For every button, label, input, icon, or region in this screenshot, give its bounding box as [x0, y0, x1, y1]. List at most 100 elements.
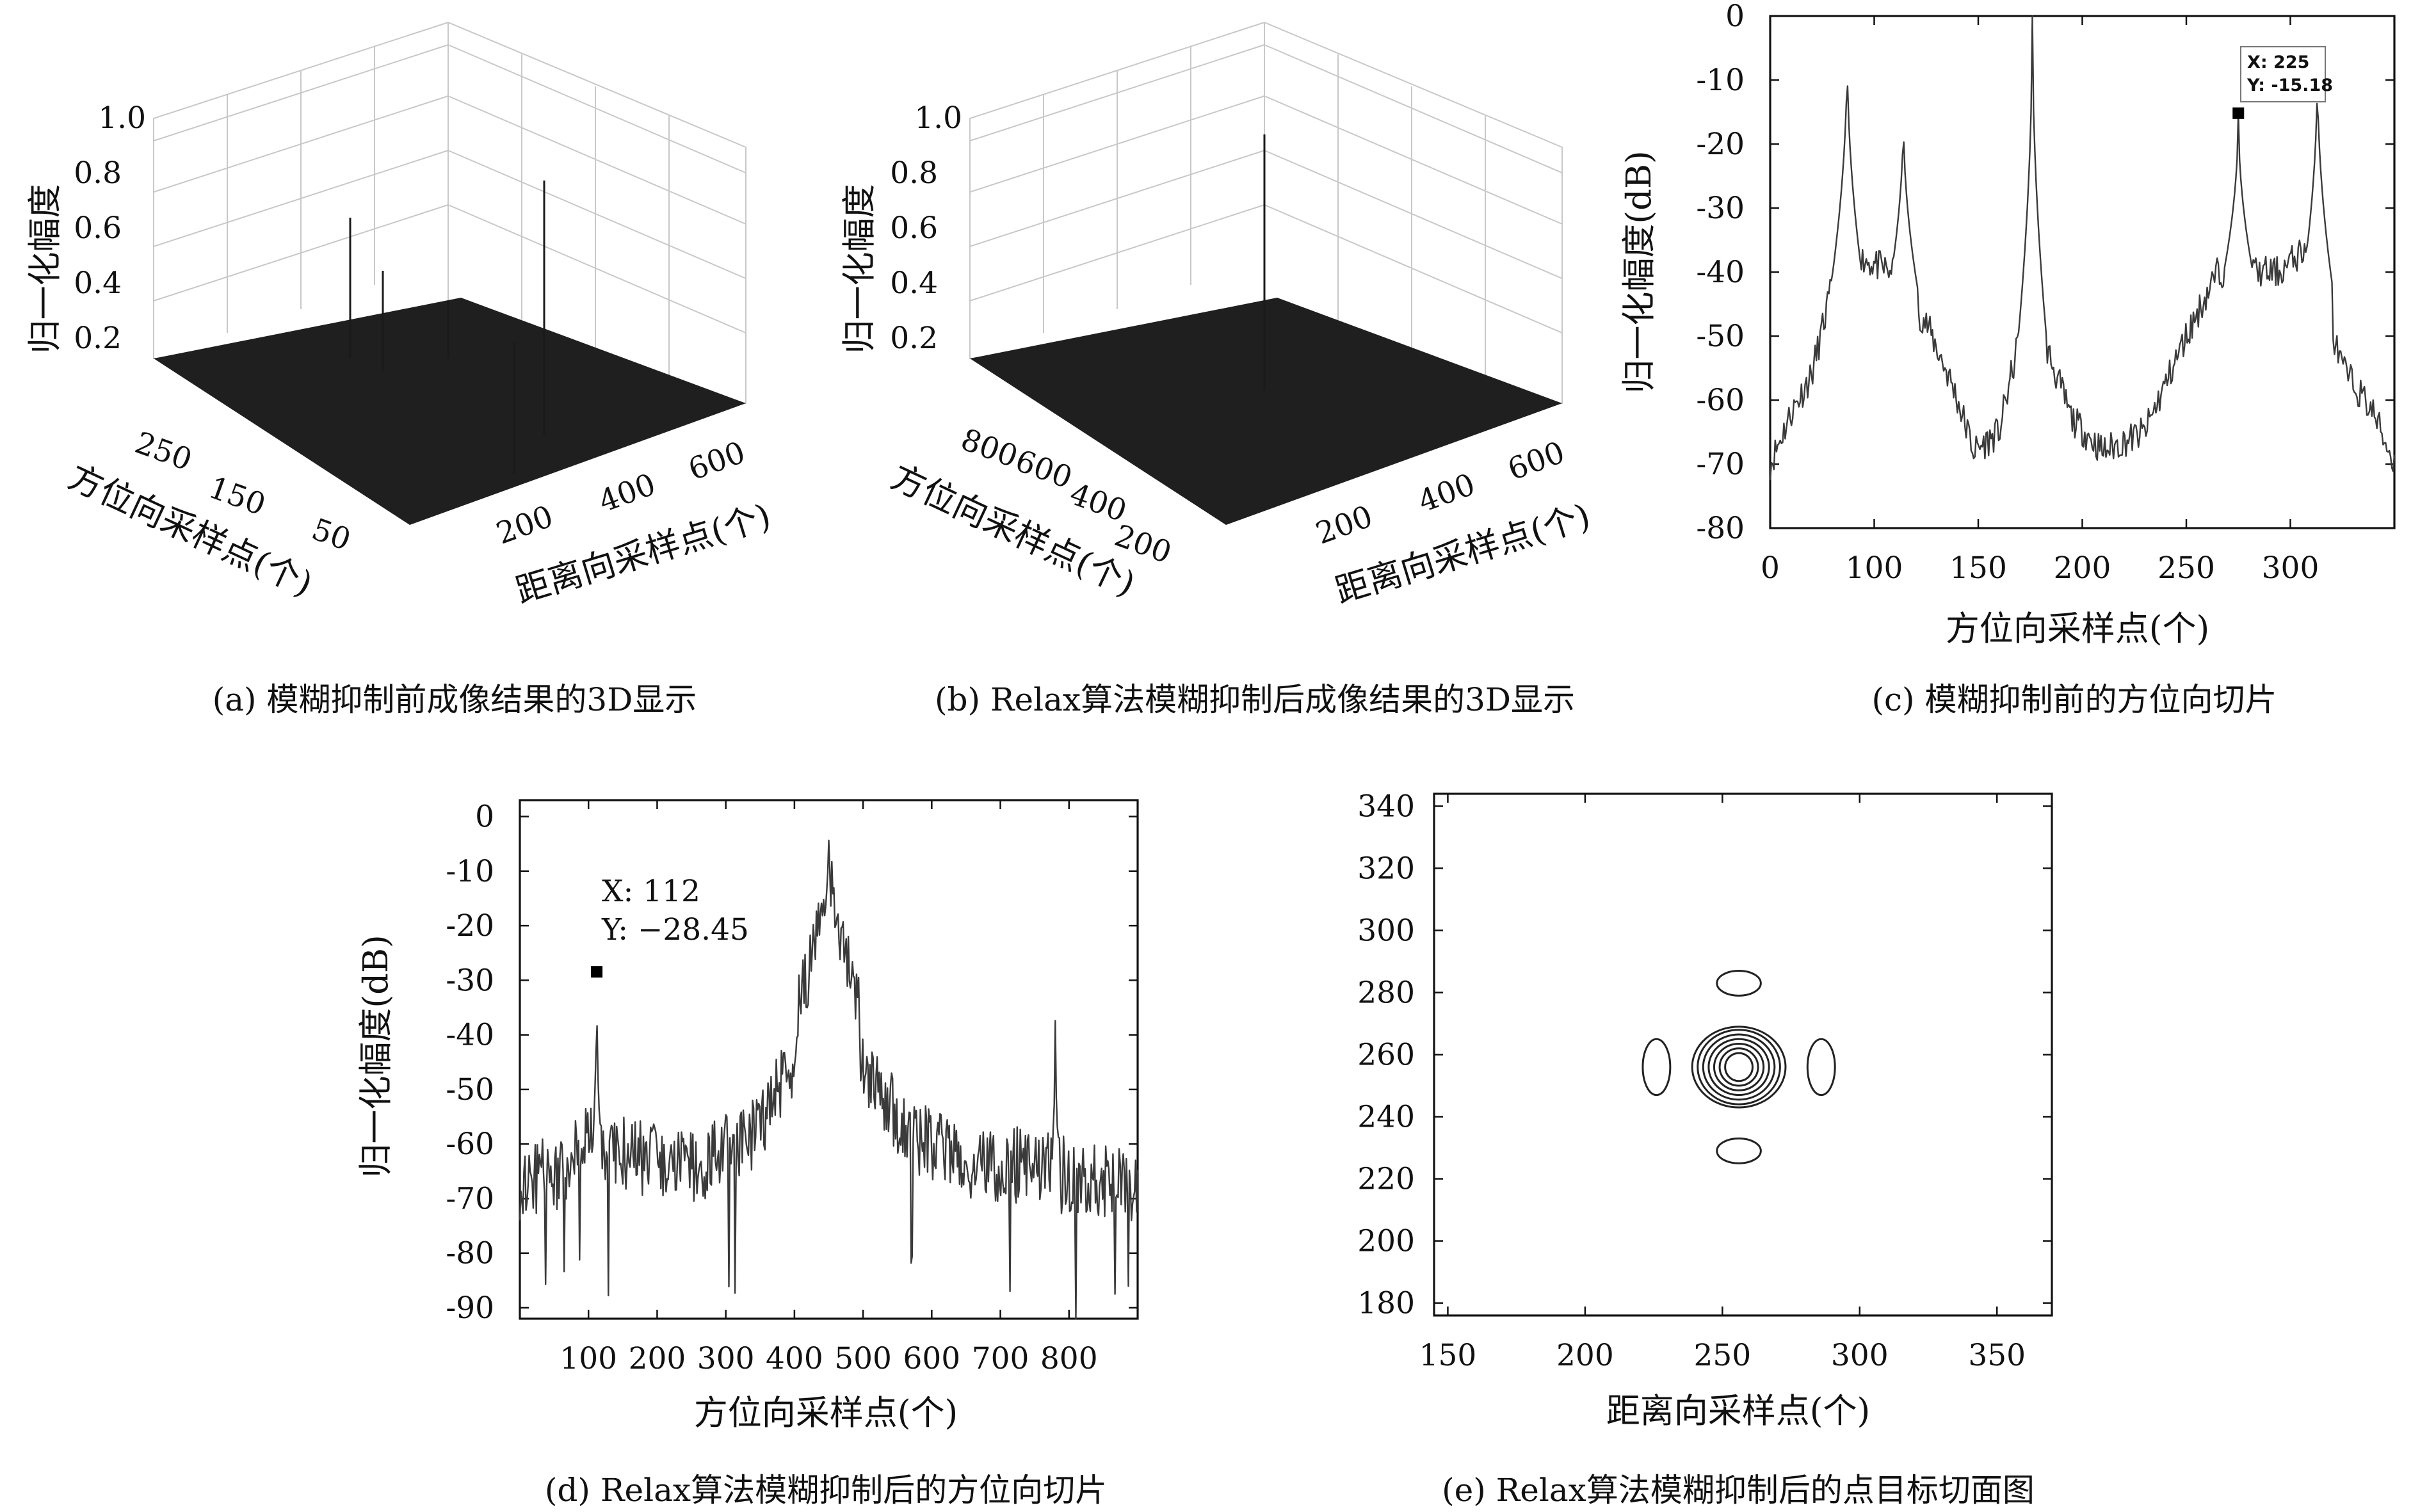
panel-c-datatip-y: Y: -15.18 — [2247, 76, 2333, 95]
sidelobe-contour — [1716, 1137, 1762, 1164]
panel-c-y-ticks: 0 -10 -20 -30 -40 -50 -60 -70 -80 — [1696, 0, 2394, 546]
panel-a-xtick: 200 — [492, 499, 558, 551]
panel-b-z-ticks: 1.0 0.8 0.6 0.4 0.2 — [890, 101, 962, 356]
panel-a-ztick: 0.2 — [74, 321, 122, 356]
ytick-label: 240 — [1357, 1100, 1415, 1135]
xtick-label: 250 — [1693, 1338, 1751, 1373]
xtick-label: 0 — [1761, 551, 1780, 586]
panel-a-ytick: 250 — [131, 425, 197, 478]
ytick-label: -50 — [446, 1072, 494, 1107]
ytick-label: -30 — [446, 963, 494, 998]
panel-a-ylabel: 方位向采样点(个) — [63, 457, 319, 604]
panel-c-x-ticks: 0 100 150 200 250 300 — [1761, 16, 2319, 586]
panel-e-y-ticks: 180 200 220 240 260 280 300 320 340 — [1357, 789, 2052, 1321]
ytick-label: -70 — [1696, 447, 1745, 482]
xtick-label: 600 — [903, 1341, 960, 1376]
contour-ring — [1713, 1043, 1765, 1091]
ytick-label: -80 — [1696, 511, 1745, 546]
ytick-label: 0 — [475, 800, 494, 835]
sidelobe-contour — [1806, 1038, 1836, 1097]
panel-d: 0 -10 -20 -30 -40 -50 -60 -70 -80 -90 100 200 300 40… — [357, 799, 1139, 1509]
ytick-label: -40 — [446, 1018, 494, 1053]
panel-a-z-ticks: 1.0 0.8 0.6 0.4 0.2 — [74, 101, 146, 356]
xtick-label: 300 — [2262, 551, 2319, 586]
panel-a: 1.0 0.8 0.6 0.4 0.2 归一化幅度 250 150 50 方位向… — [26, 21, 775, 718]
contour-ring — [1697, 1029, 1781, 1106]
panel-a-back-walls — [153, 21, 746, 405]
panel-b-zlabel: 归一化幅度 — [840, 184, 879, 354]
panel-d-datatip-y: Y: −28.45 — [601, 912, 749, 947]
ytick-label: -70 — [446, 1181, 494, 1216]
ytick-label: -60 — [446, 1127, 494, 1162]
panel-b-xtick: 200 — [1311, 499, 1377, 551]
panel-e-caption: (e) Relax算法模糊抑制后的点目标切面图 — [1442, 1472, 2035, 1509]
contour-ring — [1691, 1025, 1787, 1109]
xtick-label: 200 — [2054, 551, 2111, 586]
contour-ring — [1718, 1047, 1759, 1087]
xtick-label: 350 — [1968, 1338, 2026, 1373]
ytick-label: -90 — [446, 1291, 494, 1326]
ytick-label: -20 — [446, 908, 494, 944]
panel-c-ylabel: 归一化幅度(dB) — [1620, 150, 1659, 393]
panel-b-xtick: 400 — [1414, 467, 1480, 519]
panel-a-xtick: 600 — [684, 435, 750, 487]
panel-b-ylabel: 方位向采样点(个) — [885, 457, 1141, 604]
ytick-label: -60 — [1696, 383, 1745, 418]
ytick-label: 0 — [1725, 0, 1745, 34]
ytick-label: -80 — [446, 1236, 494, 1271]
panel-a-peaks — [349, 181, 545, 474]
panel-d-plot-frame — [519, 799, 1139, 1320]
panel-a-x-ticks: 200 400 600 — [492, 435, 750, 551]
panel-a-caption: (a) 模糊抑制前成像结果的3D显示 — [213, 681, 697, 718]
panel-e-xlabel: 距离向采样点(个) — [1606, 1392, 1870, 1431]
panel-b-ztick: 0.6 — [890, 211, 938, 246]
xtick-label: 400 — [766, 1341, 823, 1376]
panel-d-xlabel: 方位向采样点(个) — [694, 1394, 958, 1433]
panel-a-surface-floor — [154, 298, 746, 525]
panel-b-xtick: 600 — [1503, 435, 1569, 487]
panel-a-ztick: 1.0 — [98, 101, 146, 136]
panel-c-caption: (c) 模糊抑制前的方位向切片 — [1872, 681, 2277, 718]
panel-a-ytick: 50 — [307, 511, 355, 558]
ytick-label: 320 — [1357, 851, 1415, 886]
ytick-label: -50 — [1696, 319, 1745, 354]
ytick-label: 220 — [1357, 1162, 1415, 1197]
panel-b-ytick: 600 — [1011, 443, 1077, 495]
ytick-label: 260 — [1357, 1038, 1415, 1073]
panel-e: 180 200 220 240 260 280 300 320 340 150 200 250 300… — [1357, 789, 2053, 1509]
sidelobe-contour — [1716, 970, 1762, 997]
panel-c-data-marker — [2232, 107, 2245, 119]
panel-c-datatip: X: 225 Y: -15.18 — [2240, 46, 2333, 102]
sidelobe-contour — [1642, 1038, 1672, 1097]
panel-d-datatip-x: X: 112 — [602, 874, 700, 909]
xtick-label: 250 — [2158, 551, 2215, 586]
panel-b: 1.0 0.8 0.6 0.4 0.2 归一化幅度 800 600 400 20… — [840, 21, 1595, 718]
panel-e-contours — [1642, 970, 1836, 1164]
xtick-label: 700 — [972, 1341, 1029, 1376]
panel-c-datatip-x: X: 225 — [2247, 52, 2309, 72]
panel-d-series-line — [519, 839, 1139, 1320]
xtick-label: 500 — [834, 1341, 892, 1376]
panel-d-x-ticks: 100 200 300 400 500 600 700 800 — [560, 800, 1098, 1376]
xtick-label: 300 — [697, 1341, 755, 1376]
ytick-label: -20 — [1696, 127, 1745, 162]
ytick-label: 180 — [1357, 1286, 1415, 1321]
xtick-label: 150 — [1419, 1338, 1477, 1373]
xtick-label: 800 — [1040, 1341, 1098, 1376]
panel-d-data-marker — [591, 966, 603, 978]
xtick-label: 300 — [1831, 1338, 1889, 1373]
panel-c-datatip-box — [2240, 46, 2326, 102]
panel-a-xtick: 400 — [594, 467, 660, 519]
xtick-label: 100 — [560, 1341, 617, 1376]
panel-c-xlabel: 方位向采样点(个) — [1946, 609, 2209, 648]
ytick-label: 340 — [1357, 789, 1415, 824]
panel-d-caption: (d) Relax算法模糊抑制后的方位向切片 — [545, 1472, 1107, 1509]
xtick-label: 200 — [1556, 1338, 1614, 1373]
ytick-label: -40 — [1696, 255, 1745, 290]
panel-b-ztick: 0.4 — [890, 266, 938, 301]
ytick-label: -10 — [1696, 63, 1745, 98]
panel-b-caption: (b) Relax算法模糊抑制后成像结果的3D显示 — [935, 681, 1575, 718]
panel-e-x-ticks: 150 200 250 300 350 — [1419, 794, 2026, 1373]
contour-ring — [1724, 1052, 1754, 1082]
